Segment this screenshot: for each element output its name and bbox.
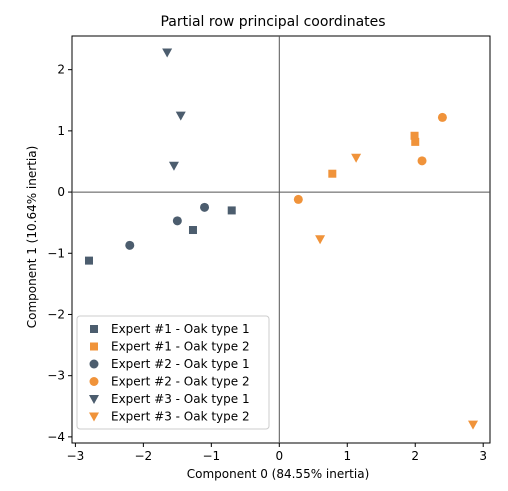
y-tick-label: 1 bbox=[57, 124, 65, 138]
y-tick-label: −4 bbox=[47, 430, 65, 444]
legend-entry: Expert #3 - Oak type 2 bbox=[111, 410, 250, 424]
y-tick-label: −3 bbox=[47, 369, 65, 383]
data-point bbox=[351, 153, 362, 163]
y-axis-label: Component 1 (10.64% inertia) bbox=[25, 146, 39, 329]
data-point bbox=[411, 137, 420, 146]
data-point bbox=[168, 161, 179, 171]
y-tick-label: 2 bbox=[57, 63, 65, 77]
legend-entry: Expert #1 - Oak type 2 bbox=[111, 340, 250, 354]
data-point bbox=[315, 235, 326, 245]
x-tick-label: −2 bbox=[135, 449, 153, 463]
x-tick-label: −1 bbox=[202, 449, 220, 463]
legend-entry: Expert #1 - Oak type 1 bbox=[111, 322, 250, 336]
y-tick-label: −1 bbox=[47, 246, 65, 260]
chart-title: Partial row principal coordinates bbox=[160, 14, 385, 30]
data-point bbox=[410, 131, 419, 140]
data-point bbox=[417, 156, 427, 166]
data-point bbox=[162, 48, 173, 58]
data-point bbox=[188, 226, 197, 235]
legend-entry: Expert #3 - Oak type 1 bbox=[111, 392, 250, 406]
x-tick-label: 2 bbox=[411, 449, 419, 463]
x-tick-label: 3 bbox=[479, 449, 487, 463]
x-axis-label: Component 0 (84.55% inertia) bbox=[187, 467, 370, 481]
data-point bbox=[227, 206, 236, 215]
data-point bbox=[293, 194, 303, 204]
data-point bbox=[468, 420, 479, 430]
data-point bbox=[84, 256, 93, 265]
x-tick-label: 0 bbox=[275, 449, 283, 463]
legend-marker bbox=[89, 395, 99, 404]
data-point bbox=[125, 240, 135, 250]
data-point bbox=[437, 112, 447, 122]
legend: Expert #1 - Oak type 1 Expert #1 - Oak ty… bbox=[76, 315, 270, 430]
x-tick-label: −3 bbox=[67, 449, 85, 463]
data-point bbox=[328, 169, 337, 178]
legend-marker bbox=[90, 342, 98, 351]
legend-marker bbox=[90, 325, 98, 333]
legend-entry: Expert #2 - Oak type 2 bbox=[111, 375, 250, 389]
data-point bbox=[200, 202, 210, 212]
y-tick-label: −2 bbox=[47, 307, 65, 321]
legend-box bbox=[76, 315, 270, 430]
x-tick-label: 1 bbox=[343, 449, 351, 463]
legend-entry: Expert #2 - Oak type 1 bbox=[111, 357, 250, 371]
y-tick-label: 0 bbox=[57, 185, 65, 199]
legend-marker bbox=[89, 377, 99, 386]
legend-marker bbox=[89, 359, 99, 369]
data-point bbox=[172, 216, 182, 226]
data-point bbox=[175, 111, 186, 121]
legend-marker bbox=[89, 412, 99, 422]
